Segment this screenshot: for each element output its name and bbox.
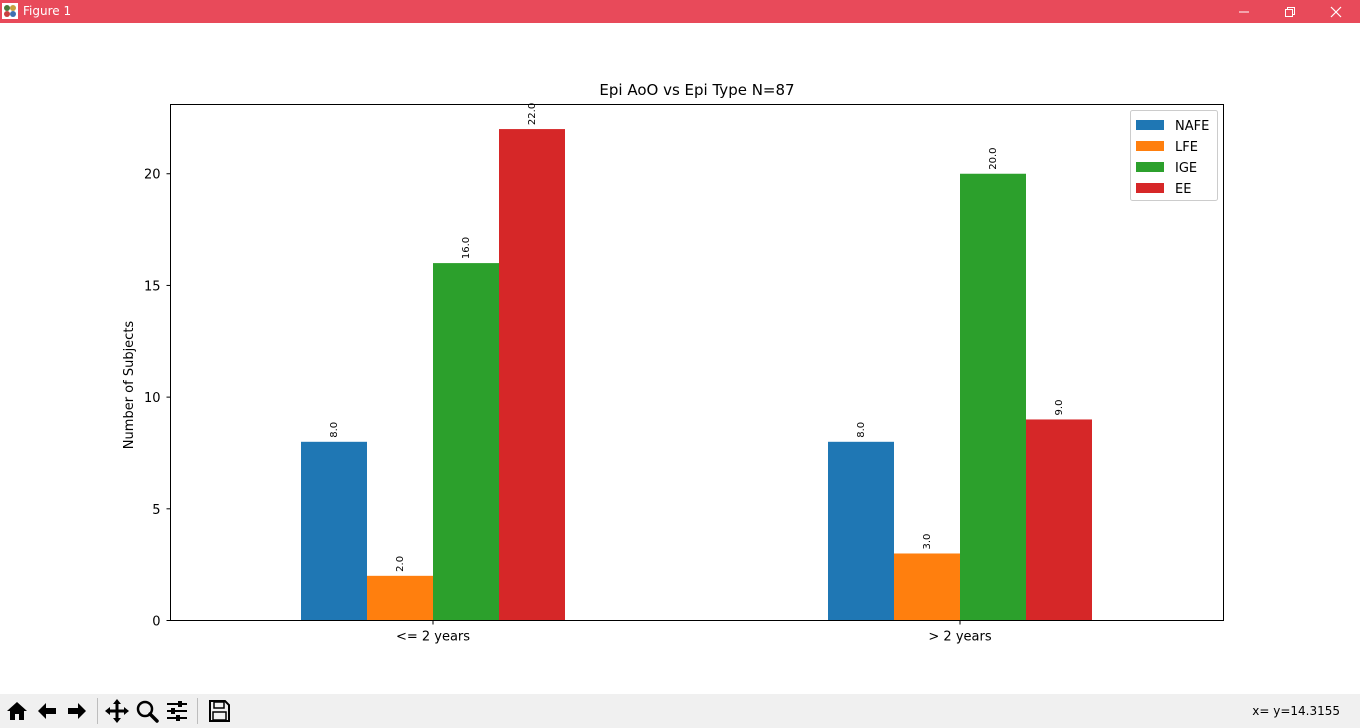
restore-button[interactable] [1267, 0, 1313, 23]
y-tick-label: 0 [152, 615, 160, 630]
forward-icon [68, 703, 86, 719]
save-button[interactable] [205, 697, 233, 725]
pan-icon [105, 699, 129, 723]
bar-ee-0 [499, 129, 565, 621]
legend-label-nafe: NAFE [1175, 119, 1209, 134]
legend-swatch-ee [1136, 183, 1164, 193]
zoom-button[interactable] [133, 697, 161, 725]
axis-ticks-layer: 0 5 10 15 20 <= 2 years > 2 years [144, 168, 992, 645]
close-icon [1330, 6, 1342, 17]
bars-layer [301, 129, 1092, 621]
configure-subplots-icon [167, 701, 187, 721]
legend-box [1130, 110, 1218, 201]
plot-frame [170, 104, 1224, 621]
app-icon [2, 3, 18, 19]
y-tick-label: 15 [144, 279, 161, 294]
minimize-icon [1239, 11, 1249, 12]
legend-swatch-lfe [1136, 141, 1164, 151]
value-label: 2.0 [395, 556, 406, 572]
value-label: 8.0 [329, 422, 340, 438]
bar-ige-1 [960, 173, 1026, 621]
bar-ee-1 [1026, 419, 1092, 621]
legend-swatch-nafe [1136, 120, 1164, 130]
zoom-icon [136, 700, 159, 723]
title-bar: Figure 1 [0, 0, 1360, 23]
back-button[interactable] [33, 697, 61, 725]
restore-icon [1285, 6, 1295, 17]
pan-button[interactable] [103, 697, 131, 725]
x-tick-label: > 2 years [928, 630, 991, 645]
value-label: 9.0 [1054, 400, 1065, 416]
bar-ige-0 [433, 263, 499, 621]
y-tick-label: 10 [144, 391, 161, 406]
minimize-button[interactable] [1221, 0, 1267, 23]
bar-nafe-1 [828, 441, 894, 621]
forward-button[interactable] [63, 697, 91, 725]
window-title: Figure 1 [23, 4, 72, 18]
bar-lfe-1 [894, 553, 960, 621]
legend-label-lfe: LFE [1175, 140, 1198, 155]
legend-label-ige: IGE [1175, 161, 1197, 176]
bar-nafe-0 [301, 441, 367, 621]
y-tick-label: 5 [152, 503, 160, 518]
y-tick-label: 20 [144, 168, 161, 183]
close-button[interactable] [1313, 0, 1359, 23]
x-tick-label: <= 2 years [396, 630, 470, 645]
chart-title: Epi AoO vs Epi Type N=87 [599, 81, 794, 99]
coordinate-readout: x= y=14.3155 [1252, 704, 1340, 718]
home-icon [7, 702, 27, 720]
configure-subplots-button[interactable] [163, 697, 191, 725]
value-labels-layer: 8.0 8.0 2.0 3.0 16.0 20.0 22.0 9.0 [329, 103, 1065, 572]
value-label: 22.0 [527, 103, 538, 125]
home-button[interactable] [3, 697, 31, 725]
value-label: 8.0 [856, 422, 867, 438]
value-label: 16.0 [461, 237, 472, 259]
figure-canvas[interactable]: Epi AoO vs Epi Type N=87 Number of Subje… [0, 23, 1360, 694]
legend: NAFE LFE IGE EE [1130, 110, 1218, 201]
legend-label-ee: EE [1175, 182, 1191, 197]
value-label: 3.0 [922, 534, 933, 550]
save-icon [209, 700, 230, 722]
toolbar-separator [97, 698, 98, 724]
bar-lfe-0 [367, 575, 433, 621]
y-axis-label: Number of Subjects [122, 321, 137, 450]
back-icon [38, 703, 56, 719]
bar-chart: Epi AoO vs Epi Type N=87 Number of Subje… [122, 81, 1224, 645]
legend-swatch-ige [1136, 162, 1164, 172]
value-label: 20.0 [988, 147, 999, 169]
navigation-toolbar: x= y=14.3155 [0, 694, 1360, 728]
toolbar-separator [197, 698, 198, 724]
